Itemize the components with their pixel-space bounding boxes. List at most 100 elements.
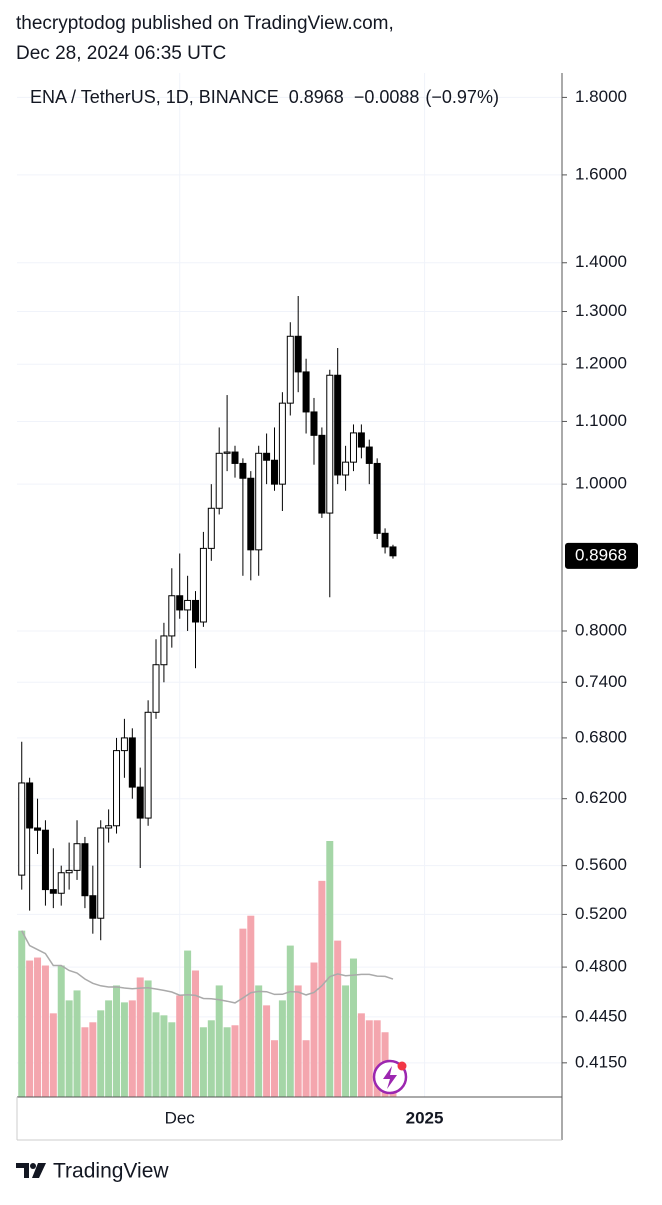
- volume-bar: [373, 1020, 381, 1097]
- volume-bar: [34, 957, 42, 1097]
- candle-body: [342, 461, 350, 476]
- volume-bar: [160, 1015, 168, 1097]
- candle-body: [144, 711, 152, 819]
- x-tick-label: Dec: [165, 1108, 196, 1127]
- y-tick-label: 0.4150: [575, 1052, 627, 1071]
- candle-body: [136, 786, 144, 819]
- volume-bar: [255, 985, 263, 1097]
- volume-bar: [57, 965, 65, 1097]
- candle-body: [310, 411, 318, 436]
- volume-bar: [215, 985, 223, 1097]
- y-tick-label: 0.5200: [575, 904, 627, 923]
- volume-bar: [326, 841, 334, 1097]
- volume-bar: [263, 1005, 271, 1097]
- candle-body: [89, 895, 97, 919]
- volume-bar: [294, 985, 302, 1097]
- lightning-icon[interactable]: [372, 1059, 408, 1095]
- volume-bar: [26, 960, 34, 1097]
- volume-bar: [286, 945, 294, 1097]
- volume-bar: [334, 940, 342, 1097]
- volume-bar: [231, 1025, 239, 1097]
- candle-body: [381, 532, 389, 548]
- candle-body: [81, 843, 89, 897]
- candle-body: [192, 599, 200, 623]
- volume-bar: [310, 962, 318, 1097]
- x-tick-label: 2025: [406, 1108, 444, 1127]
- volume-bar: [89, 1022, 97, 1097]
- candle-body: [286, 335, 294, 404]
- last-price-label: 0.8968: [575, 545, 627, 564]
- candle-body: [97, 827, 105, 919]
- volume-bar: [73, 990, 81, 1097]
- volume-bar: [199, 1027, 207, 1097]
- candle-body: [231, 451, 239, 464]
- volume-bar: [168, 1022, 176, 1097]
- candle-body: [302, 371, 310, 413]
- candle-body: [373, 462, 381, 534]
- candle-body: [357, 432, 365, 448]
- candle-body: [160, 635, 168, 666]
- volume-bar: [144, 980, 152, 1097]
- y-tick-label: 0.6800: [575, 727, 627, 746]
- y-tick-label: 0.4450: [575, 1006, 627, 1025]
- candle-body: [389, 546, 397, 557]
- y-tick-label: 1.1000: [575, 411, 627, 430]
- candle-body: [105, 825, 113, 829]
- candle-body: [365, 446, 373, 464]
- volume-bar: [207, 1020, 215, 1097]
- volume-bar: [302, 1040, 310, 1097]
- candle-body: [41, 829, 49, 891]
- volume-bar: [223, 1027, 231, 1097]
- volume-bar: [105, 1000, 113, 1097]
- y-tick-label: 0.4800: [575, 957, 627, 976]
- volume-bar: [152, 1012, 160, 1097]
- candle-body: [152, 664, 160, 713]
- y-tick-label: 0.6200: [575, 788, 627, 807]
- y-tick-label: 0.8000: [575, 620, 627, 639]
- candle-body: [113, 750, 121, 827]
- candle-body: [34, 827, 42, 831]
- candle-body: [168, 595, 176, 637]
- volume-bar: [176, 995, 184, 1097]
- volume-bar: [128, 1000, 136, 1097]
- volume-bar: [270, 1040, 278, 1097]
- volume-bar: [239, 928, 247, 1097]
- candle-body: [239, 462, 247, 479]
- brand-logo: [16, 1163, 46, 1178]
- price-change: −0.0088: [354, 87, 420, 107]
- y-tick-label: 0.7400: [575, 672, 627, 691]
- y-tick-label: 1.6000: [575, 164, 627, 183]
- candle-body: [120, 737, 128, 752]
- volume-bar: [192, 970, 200, 1097]
- candle-body: [294, 335, 302, 373]
- volume-bar: [120, 1002, 128, 1097]
- brand-name: TradingView: [53, 1160, 169, 1183]
- y-tick-label: 1.0000: [575, 474, 627, 493]
- publish-date: Dec 28, 2024 06:35 UTC: [16, 43, 226, 64]
- candle-body: [215, 452, 223, 509]
- candle-body: [349, 432, 357, 463]
- candle-body: [263, 452, 271, 461]
- volume-bar: [278, 1000, 286, 1097]
- candle-body: [57, 872, 65, 894]
- y-tick-label: 1.4000: [575, 252, 627, 271]
- volume-bar: [349, 958, 357, 1097]
- candle-body: [255, 452, 263, 551]
- candle-body: [247, 477, 255, 551]
- volume-bar: [247, 915, 255, 1097]
- candle-body: [207, 507, 215, 549]
- candle-body: [73, 843, 81, 871]
- symbol: ENA / TetherUS, 1D, BINANCE: [30, 87, 279, 107]
- volume-bar: [81, 1027, 89, 1097]
- volume-bar: [97, 1010, 105, 1097]
- y-tick-label: 1.2000: [575, 354, 627, 373]
- price-change-pct: (−0.97%): [425, 87, 499, 107]
- candle-body: [334, 374, 342, 476]
- volume-bar: [365, 1020, 373, 1097]
- volume-bar: [49, 1013, 57, 1097]
- y-tick-label: 1.8000: [575, 87, 627, 106]
- last-price-badge: [565, 542, 638, 569]
- volume-bar: [41, 965, 49, 1097]
- candle-body: [223, 451, 231, 454]
